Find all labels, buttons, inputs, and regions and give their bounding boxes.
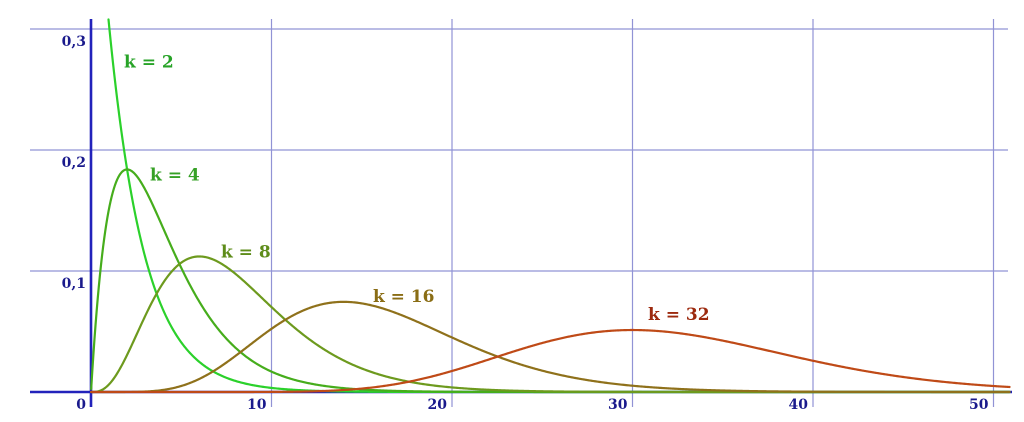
y-tick-label-0_1: 0,1 [62,276,86,292]
curve-label-k-8: k = 8 [221,243,271,263]
curve-label-k-4: k = 4 [150,165,200,185]
curve-label-k-16: k = 16 [373,287,435,307]
x-tick-label-0: 0 [76,397,86,413]
y-tick-label-0_2: 0,2 [62,155,86,171]
x-tick-label-10: 10 [247,397,267,413]
curve-k-32 [90,328,1011,394]
x-tick-label-20: 20 [428,397,448,413]
x-tick-label-40: 40 [789,397,809,413]
x-tick-label-30: 30 [608,397,628,413]
y-tick-label-0_3: 0,3 [62,34,86,50]
curve-label-k-2: k = 2 [124,53,174,73]
curve-k-16 [90,300,1011,394]
curve-label-k-32: k = 32 [648,305,710,325]
x-tick-label-50: 50 [969,397,989,413]
curve-k-2 [107,18,1011,394]
curve-k-4 [90,168,1011,394]
